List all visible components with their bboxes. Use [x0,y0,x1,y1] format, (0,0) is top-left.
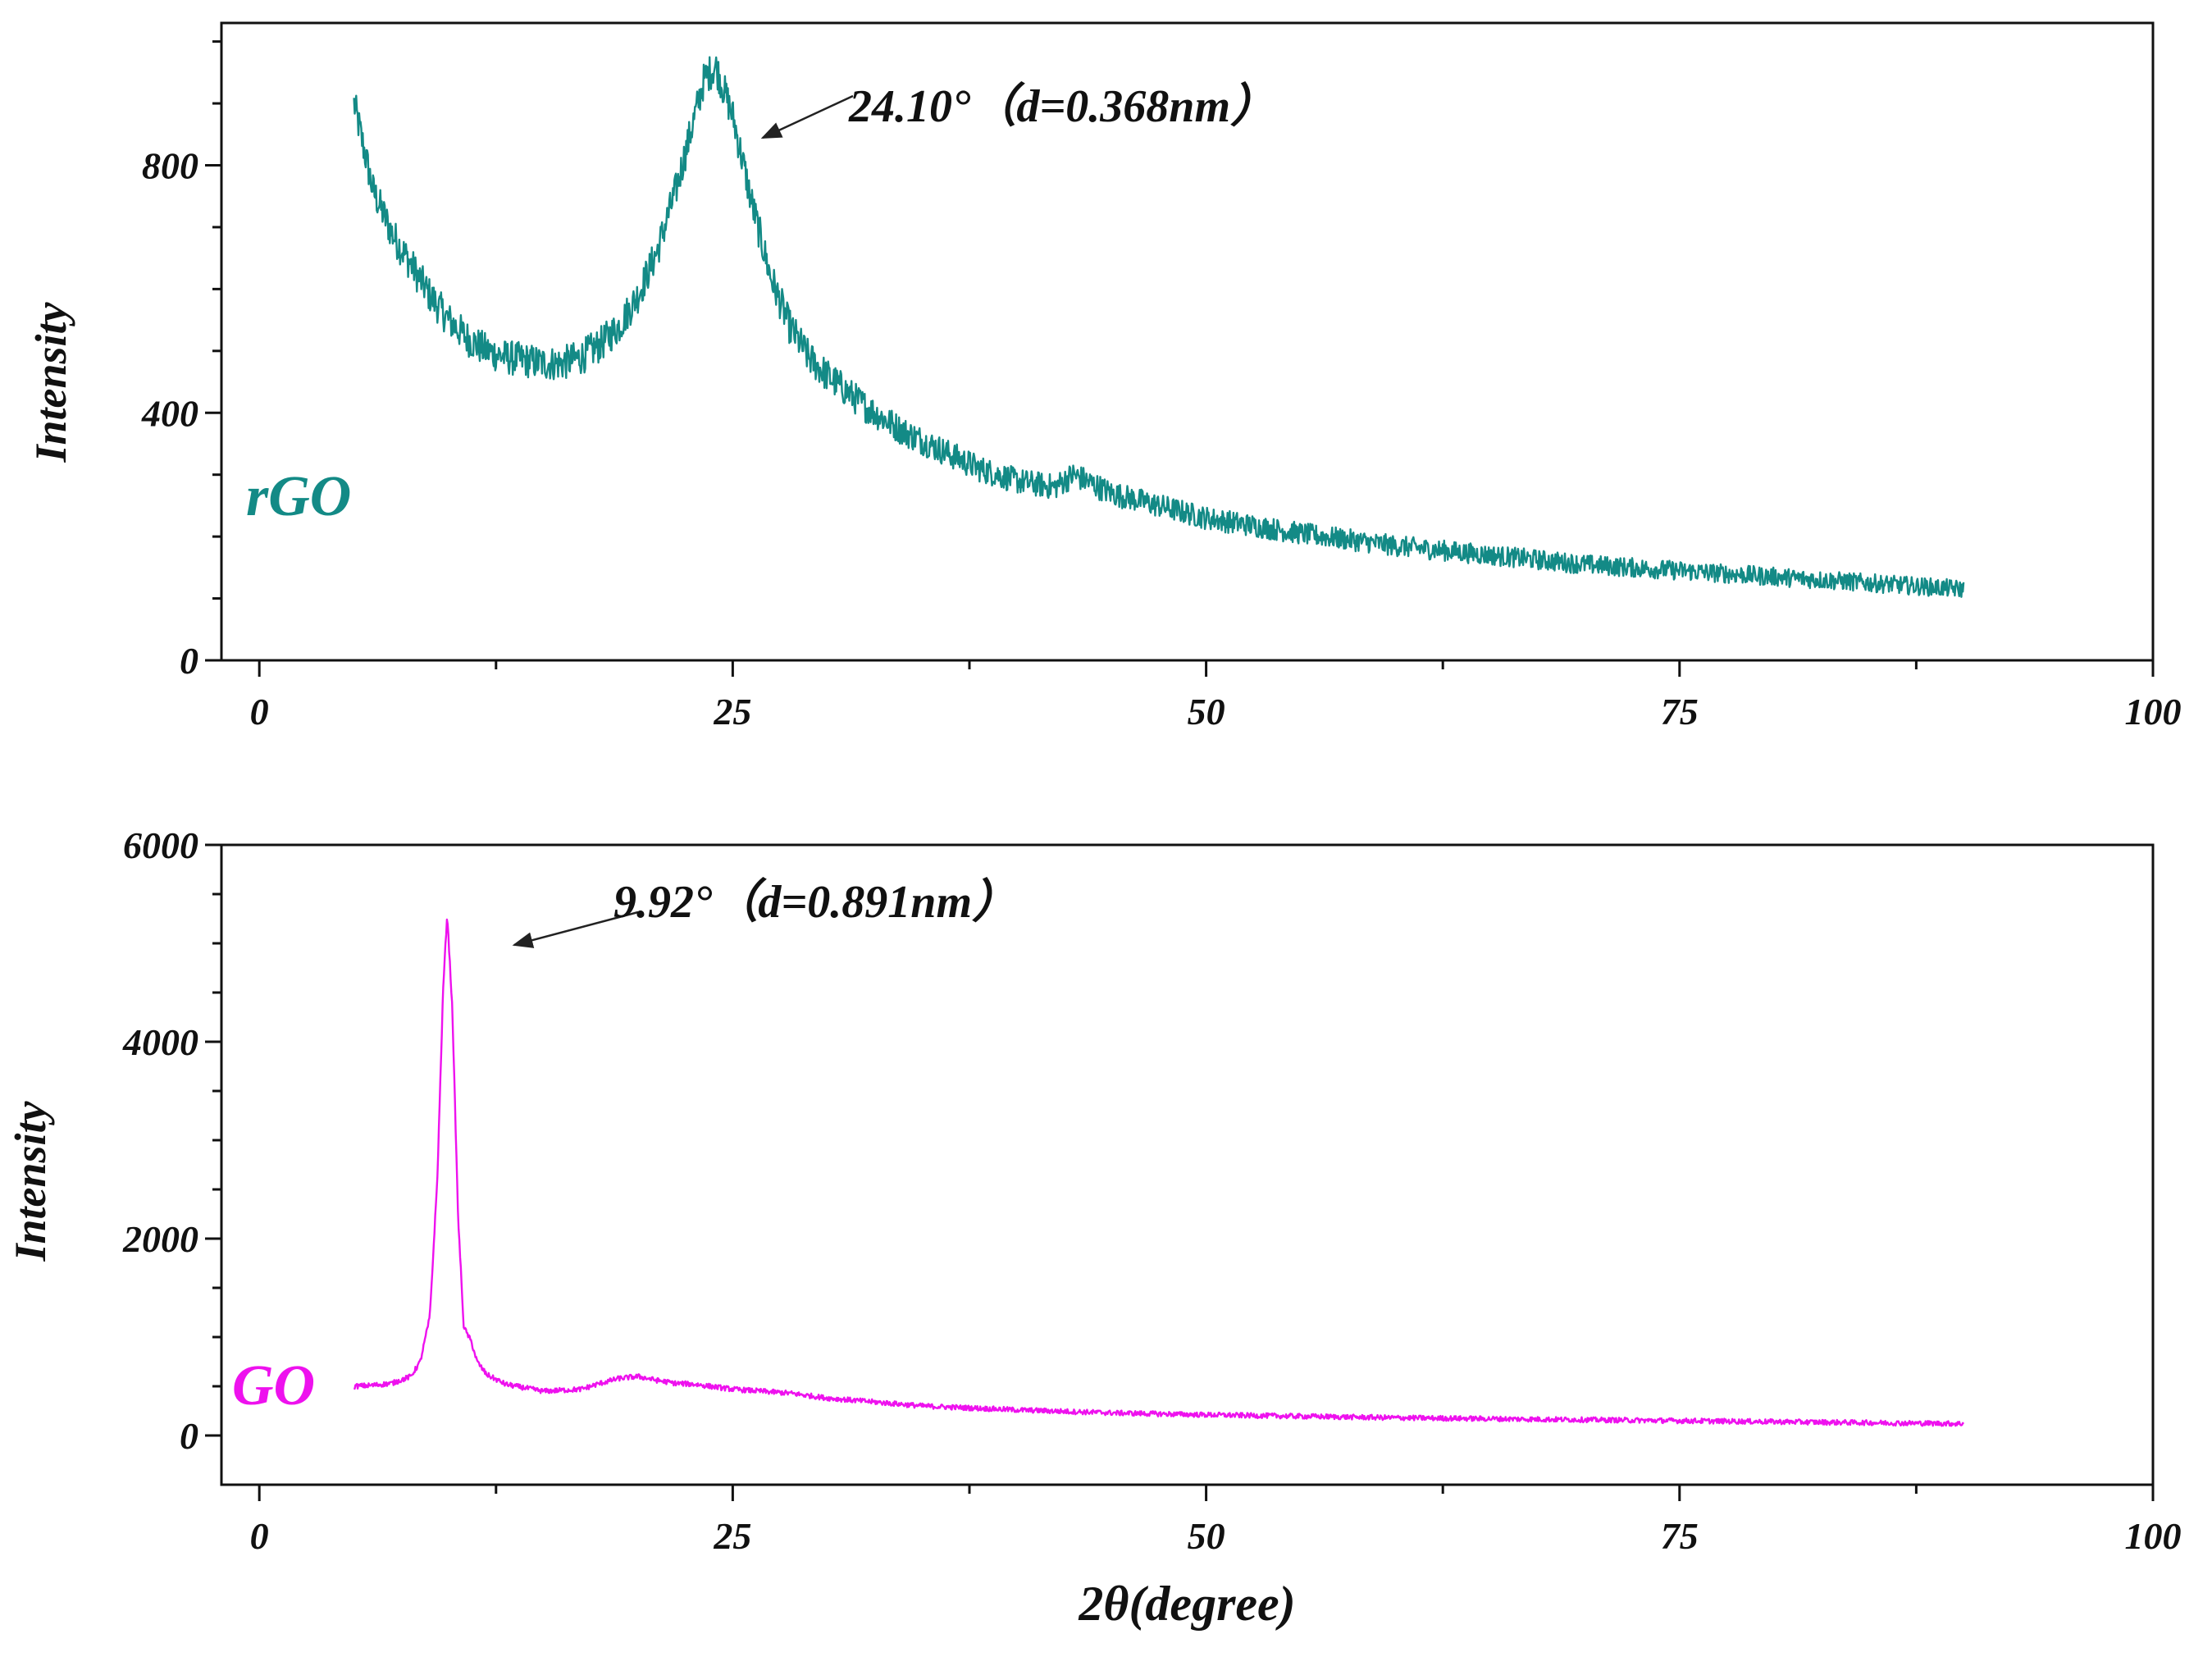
panel-bottom: 0 25 50 75 100 0 2000 4000 6000 Intensity 2θ(degre… [6,824,2182,1631]
y-axis-label: Intensity [26,301,75,463]
x-axis-label: 2θ(degree) [1078,1577,1295,1631]
y-tick-label: 400 [141,392,198,434]
x-tick-label: 0 [250,691,269,733]
y-tick-label: 800 [142,145,198,187]
x-tick-label: 0 [250,1515,269,1557]
plot-frame [220,21,2155,662]
x-tick-label: 50 [1188,691,1225,733]
series-label: GO [232,1354,315,1417]
x-tick-label: 50 [1188,1515,1225,1557]
annotation-text: 24.10°（d=0.368nm） [848,80,1276,132]
series-line-GO [353,918,1965,1427]
y-tick-label: 6000 [123,824,198,866]
x-tick-label: 75 [1661,1515,1699,1557]
y-axis-label: Intensity [6,1100,55,1262]
y-tick-label: 0 [180,1415,198,1457]
annotation-arrow [512,911,639,948]
series-label: rGO [246,465,351,528]
series-line-rGO [353,56,1965,598]
x-tick-label: 100 [2125,1515,2182,1557]
y-tick-label: 4000 [122,1021,198,1063]
x-tick-label: 75 [1661,691,1699,733]
x-tick-label: 25 [713,1515,751,1557]
panel-top: 0 25 50 75 100 0 400 800 Intensity rGO 24.10°（d=0.… [26,21,2182,733]
y-tick-label: 2000 [122,1218,198,1260]
x-tick-label: 100 [2125,691,2182,733]
y-tick-label: 0 [180,640,198,682]
x-tick-label: 25 [713,691,751,733]
annotation-arrow [760,94,854,139]
plot-frame [220,843,2155,1486]
annotation-text: 9.92°（d=0.891nm） [613,876,1018,928]
